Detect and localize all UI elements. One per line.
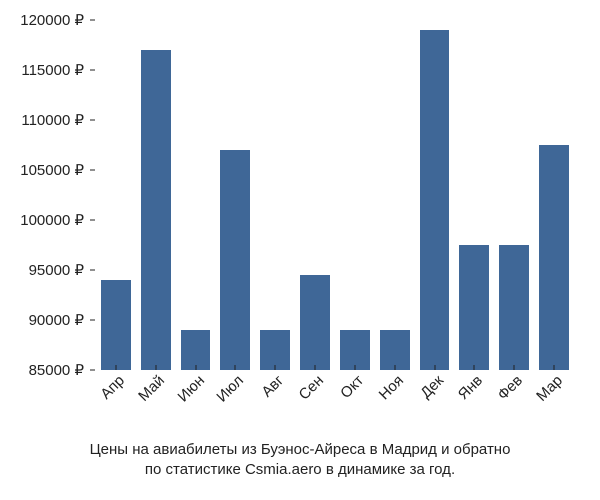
x-tick-label: Ноя [375, 372, 406, 403]
x-label-slot: Июл [220, 372, 250, 432]
x-tick-label: Мар [533, 372, 566, 405]
bar [260, 330, 290, 370]
bars-container [95, 20, 575, 370]
bar [499, 245, 529, 370]
x-label-slot: Мар [539, 372, 569, 432]
bar [300, 275, 330, 370]
x-label-slot: Июн [181, 372, 211, 432]
x-tick-mark [394, 365, 395, 370]
caption-line-1: Цены на авиабилеты из Буэнос-Айреса в Ма… [90, 441, 511, 458]
y-tick-label: 110000 ₽ [21, 111, 84, 129]
x-label-slot: Сен [300, 372, 330, 432]
x-label-slot: Дек [420, 372, 450, 432]
x-tick-mark [434, 365, 435, 370]
plot-area [95, 20, 575, 370]
bar [220, 150, 250, 370]
x-label-slot: Янв [459, 372, 489, 432]
x-tick-mark [275, 365, 276, 370]
x-tick-label: Апр [97, 372, 128, 403]
bar [101, 280, 131, 370]
bar [380, 330, 410, 370]
x-tick-mark [115, 365, 116, 370]
x-tick-mark [315, 365, 316, 370]
y-tick-label: 95000 ₽ [29, 261, 84, 279]
x-label-slot: Окт [340, 372, 370, 432]
x-tick-label: Авг [259, 372, 288, 401]
x-tick-mark [354, 365, 355, 370]
x-tick-label: Фев [495, 372, 527, 404]
x-label-slot: Фев [499, 372, 529, 432]
y-tick-label: 90000 ₽ [29, 311, 84, 329]
bar [539, 145, 569, 370]
x-tick-mark [554, 365, 555, 370]
x-tick-label: Май [135, 372, 168, 405]
y-axis: 85000 ₽90000 ₽95000 ₽100000 ₽105000 ₽110… [0, 20, 90, 370]
x-tick-mark [235, 365, 236, 370]
x-label-slot: Май [141, 372, 171, 432]
x-axis: АпрМайИюнИюлАвгСенОктНояДекЯнвФевМар [95, 372, 575, 432]
bar [459, 245, 489, 370]
bar [420, 30, 450, 370]
x-tick-label: Дек [417, 372, 447, 402]
y-tick-label: 115000 ₽ [21, 61, 84, 79]
x-tick-label: Июл [214, 372, 248, 406]
x-tick-label: Окт [337, 372, 367, 402]
bar [181, 330, 211, 370]
y-tick-label: 85000 ₽ [29, 361, 84, 379]
x-tick-label: Янв [455, 372, 486, 403]
price-chart: 85000 ₽ 90000 ₽ 95000 ₽ 100000 ₽ 105000 ₽ 110… [0, 0, 600, 500]
bar [141, 50, 171, 370]
caption-line-2: по статистике Csmia.aero в динамике за г… [145, 461, 455, 478]
x-tick-mark [474, 365, 475, 370]
x-tick-mark [155, 365, 156, 370]
y-tick-label: 120000 ₽ [20, 11, 84, 29]
y-tick-label: 100000 ₽ [20, 211, 84, 229]
bar [340, 330, 370, 370]
y-tick-label: 105000 ₽ [20, 161, 84, 179]
x-tick-label: Июн [174, 372, 207, 405]
x-tick-label: Сен [296, 372, 327, 403]
x-label-slot: Апр [101, 372, 131, 432]
x-tick-mark [514, 365, 515, 370]
chart-caption: Цены на авиабилеты из Буэнос-Айреса в Ма… [0, 440, 600, 481]
x-label-slot: Ноя [380, 372, 410, 432]
x-tick-mark [195, 365, 196, 370]
x-label-slot: Авг [260, 372, 290, 432]
